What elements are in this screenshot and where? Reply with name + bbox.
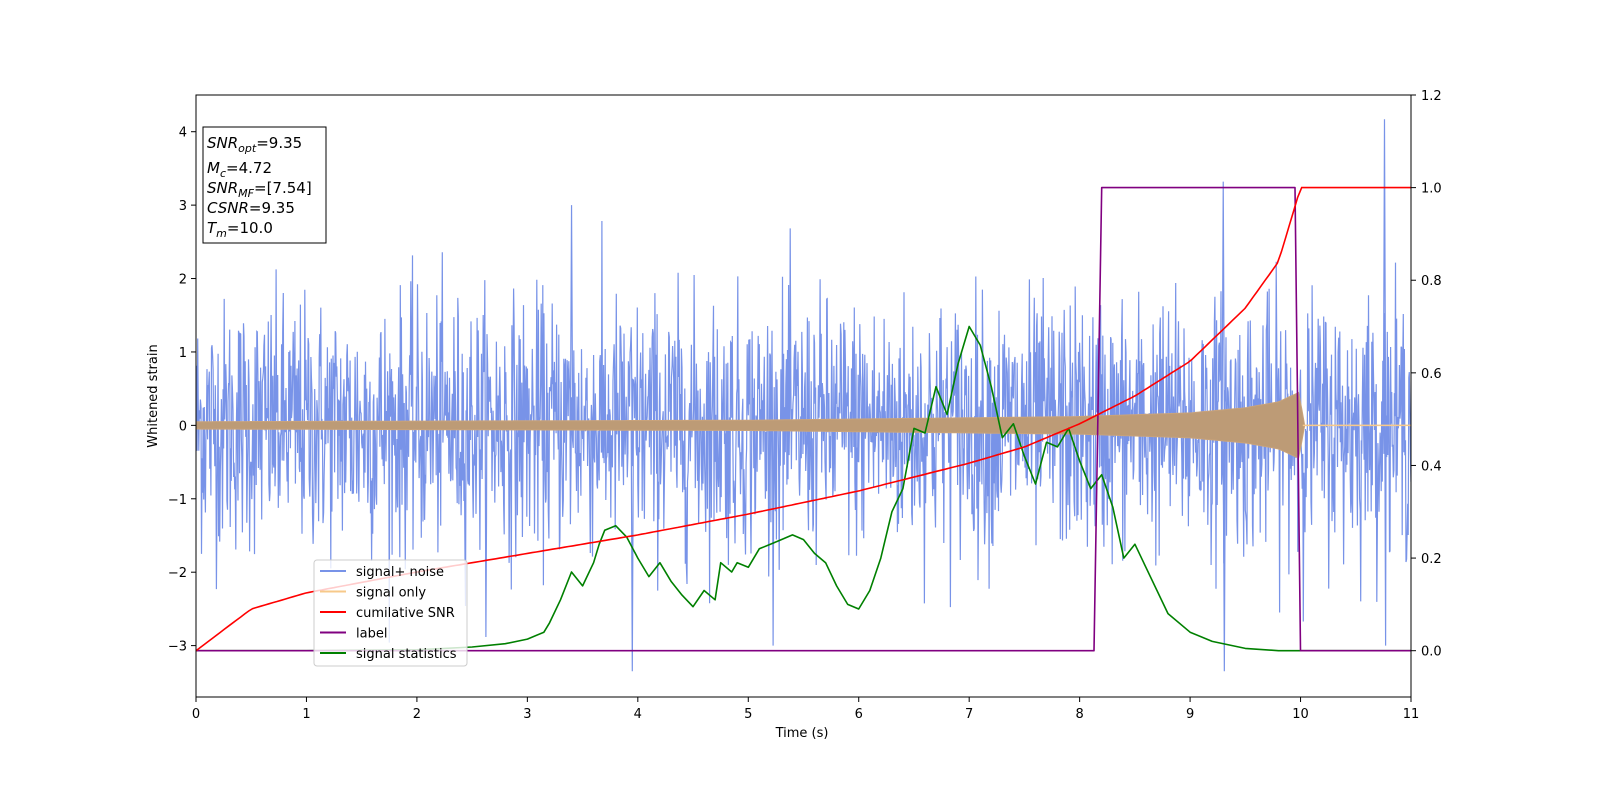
x-axis-label: Time (s): [775, 726, 829, 741]
x-tick-label: 2: [413, 707, 421, 722]
annotation-subscript: MF: [238, 187, 254, 200]
y2-tick-label: 0.6: [1421, 367, 1442, 382]
annotation-value: =9.35: [256, 134, 302, 152]
x-tick-label: 5: [744, 707, 752, 722]
annotation-value: =4.72: [226, 159, 272, 177]
legend-label: signal+ noise: [356, 565, 444, 580]
y-tick-label: −1: [168, 493, 187, 508]
axes: 0 1 2 3 4 5 6 7 8 9 10 1143210−1−2−31.21.00.80.60.4…: [168, 89, 1442, 722]
legend-frame: [313, 559, 468, 667]
y-tick-label: −2: [168, 566, 187, 581]
y-axis-label: Whitened strain: [146, 344, 161, 447]
y2-tick-label: 1.2: [1421, 89, 1442, 104]
annotation-subscript: m: [216, 227, 227, 240]
annotation-symbol: T: [207, 219, 218, 237]
y-tick-label: 1: [179, 346, 187, 361]
x-tick-label: 1: [302, 707, 310, 722]
x-tick-label: 11: [1403, 707, 1420, 722]
legend-label: label: [356, 627, 387, 642]
x-tick-label: 0: [192, 707, 200, 722]
annotation-line: Mc=4.72: [207, 159, 272, 180]
legend-label: cumilative SNR: [356, 606, 455, 621]
y-tick-label: 0: [179, 419, 187, 434]
y2-tick-label: 0.0: [1421, 645, 1442, 660]
annotation-frame: [202, 126, 327, 244]
annotation-line: Tm=10.0: [207, 219, 273, 240]
annotation-line: SNRMF=[7.54]: [207, 179, 312, 200]
legend-label: signal only: [356, 586, 426, 601]
annotation-value: =10.0: [227, 219, 273, 237]
noise-spike: [1221, 181, 1225, 426]
annotation-symbol: M: [207, 159, 220, 177]
annotation-subscript: c: [220, 167, 226, 180]
x-tick-label: 3: [523, 707, 531, 722]
series-signal-statistics-line: [196, 325, 1411, 652]
annotation-value: =9.35: [249, 199, 295, 217]
legend-label: signal statistics: [356, 647, 457, 662]
x-tick-label: 7: [965, 707, 973, 722]
annotation-value: =[7.54]: [254, 179, 312, 197]
series-signal-noise-line: [196, 220, 1411, 646]
y2-tick-label: 0.8: [1421, 274, 1442, 289]
y2-tick-label: 0.2: [1421, 552, 1442, 567]
annotation-symbol: SNR: [207, 134, 238, 152]
legend: signal+ noise signal only cumilative SNR la…: [313, 559, 468, 667]
noise-spike: [569, 205, 574, 426]
x-tick-label: 8: [1075, 707, 1083, 722]
plot-frame: [195, 94, 1412, 698]
x-tick-label: 10: [1292, 707, 1309, 722]
plot-area: [196, 119, 1411, 672]
y-tick-label: 4: [179, 126, 187, 141]
y2-tick-label: 0.4: [1421, 459, 1442, 474]
y-tick-label: −3: [168, 640, 187, 655]
noise-spike: [1382, 119, 1387, 426]
annotation-line: SNRopt=9.35: [207, 134, 302, 155]
annotation-symbol: SNR: [207, 179, 238, 197]
y2-tick-label: 1.0: [1421, 182, 1442, 197]
x-tick-label: 4: [634, 707, 642, 722]
annotation-symbol: CSNR: [207, 199, 249, 217]
annotation-line: CSNR=9.35: [207, 199, 295, 217]
y-tick-label: 3: [179, 199, 187, 214]
annotation-subscript: opt: [238, 142, 257, 155]
x-tick-label: 6: [855, 707, 863, 722]
y-tick-label: 2: [179, 273, 187, 288]
x-tick-label: 9: [1186, 707, 1194, 722]
series-label-line: [196, 186, 1411, 652]
stats-annotation-box: SNRopt=9.35Mc=4.72SNRMF=[7.54]CSNR=9.35T…: [202, 126, 327, 244]
